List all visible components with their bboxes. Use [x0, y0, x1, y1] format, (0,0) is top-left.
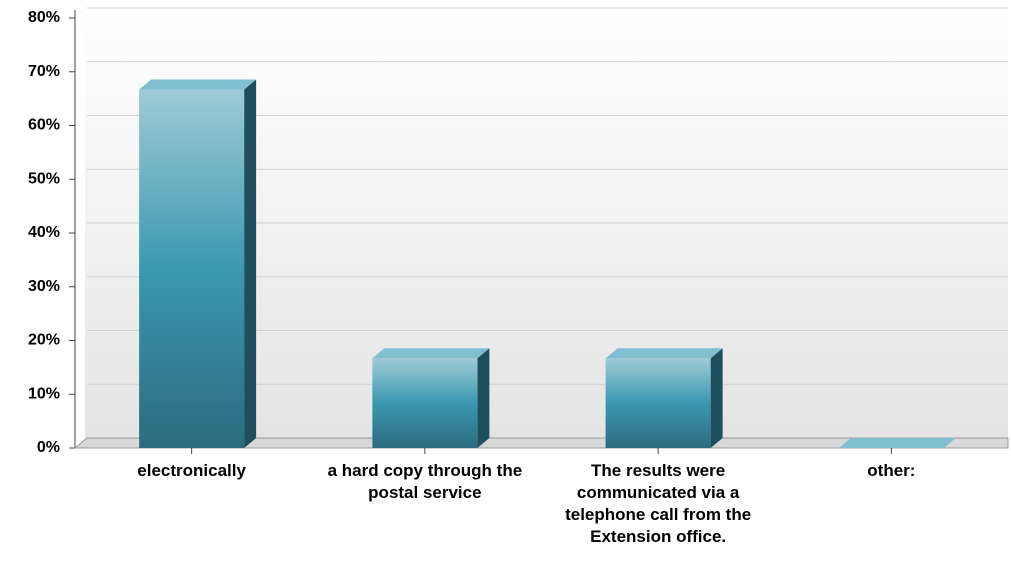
bar-top	[605, 348, 723, 359]
bar-front	[139, 89, 245, 449]
bar	[605, 348, 723, 448]
bar	[372, 348, 490, 448]
y-tick-label: 30%	[28, 278, 60, 295]
bar-side	[477, 348, 490, 448]
bar-front	[605, 358, 711, 448]
bar-top	[838, 438, 956, 448]
bar	[139, 79, 257, 449]
bar-side	[244, 79, 257, 449]
x-tick-label: a hard copy through the postal service	[327, 461, 523, 502]
y-tick-label: 50%	[28, 170, 60, 187]
x-tick-label: other:	[867, 461, 916, 480]
y-tick-label: 10%	[28, 385, 60, 402]
bar	[838, 438, 956, 448]
x-tick-label: The results were communicated via a tele…	[565, 461, 752, 546]
y-tick-label: 70%	[28, 63, 60, 80]
bar-top	[372, 348, 490, 359]
y-tick-label: 40%	[28, 224, 60, 241]
y-tick-label: 0%	[37, 439, 60, 456]
bar-top	[139, 79, 257, 90]
y-tick-label: 80%	[28, 9, 60, 26]
y-tick-label: 20%	[28, 332, 60, 349]
y-tick-label: 60%	[28, 117, 60, 134]
bar-front	[372, 358, 478, 448]
x-tick-label: electronically	[137, 461, 246, 480]
bar-side	[710, 348, 723, 448]
